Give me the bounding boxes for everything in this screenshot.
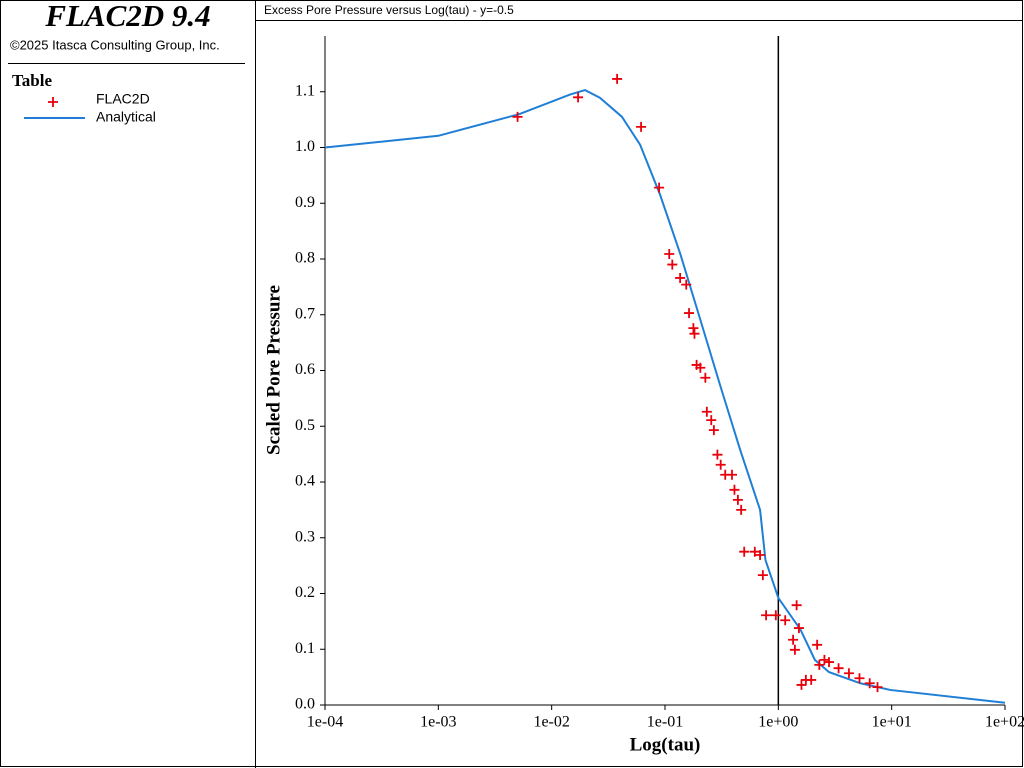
- y-axis-title: Scaled Pore Pressure: [263, 285, 284, 455]
- legend-label: FLAC2D: [96, 91, 150, 107]
- data-point: [654, 182, 665, 193]
- y-tick-label: 1.1: [295, 82, 315, 99]
- x-tick-label: 1e-01: [647, 714, 683, 731]
- y-tick-label: 0.1: [295, 640, 315, 657]
- data-point: [755, 550, 766, 561]
- x-tick-label: 1e-04: [307, 714, 343, 731]
- y-tick-label: 0.8: [295, 250, 315, 267]
- y-tick-label: 1.0: [295, 138, 315, 155]
- data-point: [814, 659, 825, 670]
- data-point: [854, 673, 865, 684]
- x-tick-label: 1e-02: [533, 714, 569, 731]
- x-tick-label: 1e+01: [872, 714, 912, 731]
- y-tick-label: 0.3: [295, 528, 315, 545]
- app-title: FLAC2D 9.4: [44, 0, 210, 33]
- data-point: [729, 484, 740, 495]
- x-tick-label: 1e+02: [985, 714, 1024, 731]
- data-point: [761, 610, 772, 621]
- data-line: [324, 89, 1006, 704]
- data-point: [788, 634, 799, 645]
- data-point: [689, 328, 700, 339]
- data-point: [573, 92, 584, 103]
- legend-label: Analytical: [96, 109, 156, 125]
- y-tick-label: 0.6: [295, 361, 315, 378]
- data-point: [824, 657, 835, 668]
- data-point: [712, 449, 723, 460]
- data-point: [789, 644, 800, 655]
- data-point: [732, 494, 743, 505]
- data-point: [749, 546, 760, 557]
- data-point: [664, 248, 675, 259]
- y-tick-label: 0.5: [295, 417, 315, 434]
- x-tick-label: 1e+00: [758, 714, 798, 731]
- data-point: [612, 73, 623, 84]
- data-point: [512, 111, 523, 122]
- data-point: [757, 570, 768, 581]
- data-point: [675, 272, 686, 283]
- y-tick-label: 0.0: [295, 696, 315, 713]
- y-tick-label: 0.9: [295, 194, 315, 211]
- data-point: [688, 323, 699, 334]
- copyright: ©2025 Itasca Consulting Group, Inc.: [10, 37, 220, 52]
- x-tick-label: 1e-03: [420, 714, 456, 731]
- data-point: [739, 546, 750, 557]
- data-point: [636, 121, 647, 132]
- legend-marker: [48, 97, 58, 107]
- data-point: [667, 259, 678, 270]
- y-tick-label: 0.4: [295, 473, 315, 490]
- data-point: [715, 459, 726, 470]
- data-point: [780, 615, 791, 626]
- data-point: [806, 674, 817, 685]
- x-axis-title: Log(tau): [630, 734, 701, 755]
- data-point: [681, 279, 692, 290]
- chart-title: Excess Pore Pressure versus Log(tau) - y…: [264, 3, 514, 17]
- data-point: [700, 372, 711, 383]
- data-point: [736, 504, 747, 515]
- data-point: [812, 639, 823, 650]
- data-point: [864, 678, 875, 689]
- legend-title: Table: [12, 71, 52, 90]
- data-point: [770, 610, 781, 621]
- data-point: [695, 362, 706, 373]
- data-point: [819, 654, 830, 665]
- data-point: [708, 425, 719, 436]
- data-point: [701, 406, 712, 417]
- data-point: [843, 668, 854, 679]
- data-point: [872, 682, 883, 693]
- data-point: [706, 415, 717, 426]
- data-point: [796, 679, 807, 690]
- y-tick-label: 0.7: [295, 305, 315, 322]
- data-point: [726, 469, 737, 480]
- data-point: [833, 663, 844, 674]
- data-point: [791, 600, 802, 611]
- data-point: [793, 623, 804, 634]
- data-point: [684, 308, 695, 319]
- y-tick-label: 0.2: [295, 584, 315, 601]
